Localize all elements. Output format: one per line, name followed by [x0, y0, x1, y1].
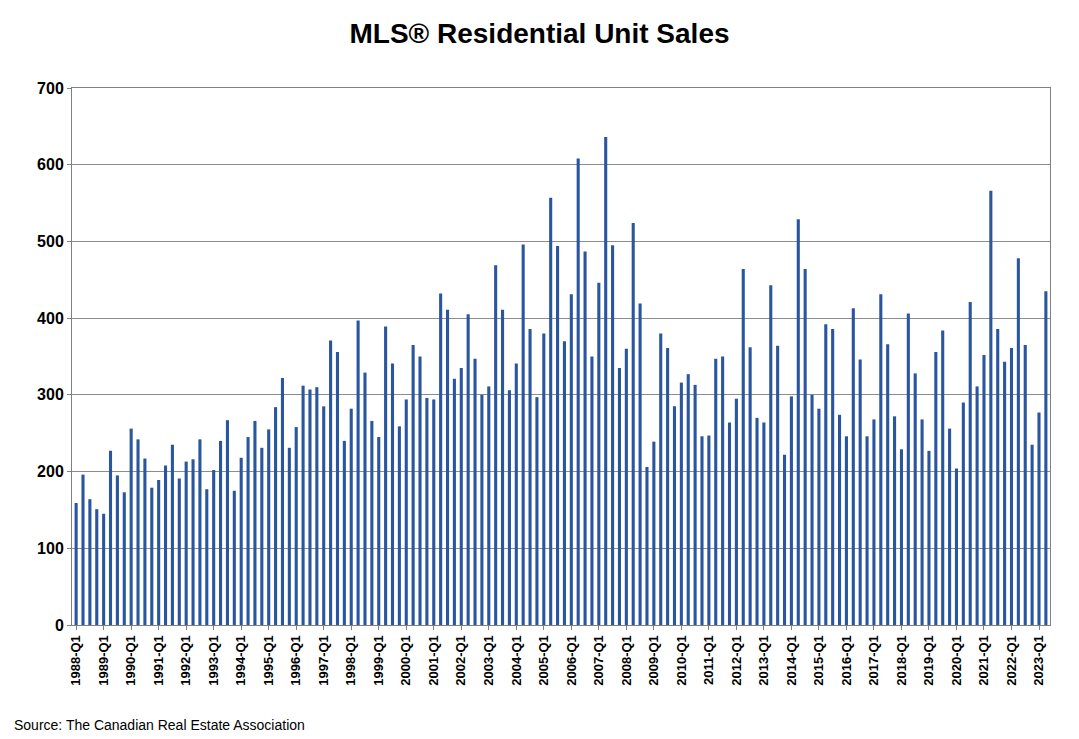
svg-text:200: 200	[37, 463, 64, 480]
svg-text:0: 0	[55, 617, 64, 634]
svg-text:700: 700	[37, 80, 64, 97]
svg-text:2007-Q1: 2007-Q1	[591, 635, 606, 686]
svg-text:2016-Q1: 2016-Q1	[839, 635, 854, 686]
svg-text:2009-Q1: 2009-Q1	[646, 635, 661, 686]
svg-text:2023-Q1: 2023-Q1	[1031, 635, 1046, 686]
svg-text:2015-Q1: 2015-Q1	[811, 635, 826, 686]
svg-text:1999-Q1: 1999-Q1	[371, 635, 386, 686]
svg-text:1998-Q1: 1998-Q1	[343, 635, 358, 686]
svg-text:2013-Q1: 2013-Q1	[756, 635, 771, 686]
svg-text:1995-Q1: 1995-Q1	[261, 635, 276, 686]
svg-text:2019-Q1: 2019-Q1	[921, 635, 936, 686]
svg-text:500: 500	[37, 233, 64, 250]
svg-text:2005-Q1: 2005-Q1	[536, 635, 551, 686]
svg-text:Source: The Canadian Real Esta: Source: The Canadian Real Estate Associa…	[14, 717, 305, 733]
svg-text:300: 300	[37, 386, 64, 403]
svg-text:2020-Q1: 2020-Q1	[949, 635, 964, 686]
svg-text:2002-Q1: 2002-Q1	[453, 635, 468, 686]
svg-text:100: 100	[37, 540, 64, 557]
svg-text:600: 600	[37, 156, 64, 173]
svg-text:1992-Q1: 1992-Q1	[178, 635, 193, 686]
svg-text:2001-Q1: 2001-Q1	[426, 635, 441, 686]
svg-text:2003-Q1: 2003-Q1	[481, 635, 496, 686]
svg-text:2000-Q1: 2000-Q1	[398, 635, 413, 686]
svg-text:2010-Q1: 2010-Q1	[674, 635, 689, 686]
svg-text:2018-Q1: 2018-Q1	[894, 635, 909, 686]
svg-text:1991-Q1: 1991-Q1	[151, 635, 166, 686]
svg-text:2021-Q1: 2021-Q1	[976, 635, 991, 686]
svg-text:2006-Q1: 2006-Q1	[564, 635, 579, 686]
svg-text:400: 400	[37, 310, 64, 327]
svg-text:2017-Q1: 2017-Q1	[866, 635, 881, 686]
svg-text:1997-Q1: 1997-Q1	[316, 635, 331, 686]
svg-text:1993-Q1: 1993-Q1	[206, 635, 221, 686]
svg-text:1989-Q1: 1989-Q1	[96, 635, 111, 686]
svg-text:2012-Q1: 2012-Q1	[729, 635, 744, 686]
svg-text:1994-Q1: 1994-Q1	[233, 635, 248, 686]
svg-text:2008-Q1: 2008-Q1	[619, 635, 634, 686]
svg-text:2004-Q1: 2004-Q1	[509, 635, 524, 686]
svg-text:1996-Q1: 1996-Q1	[288, 635, 303, 686]
svg-text:1988-Q1: 1988-Q1	[68, 635, 83, 686]
svg-text:MLS® Residential Unit Sales: MLS® Residential Unit Sales	[349, 18, 729, 49]
svg-text:2022-Q1: 2022-Q1	[1004, 635, 1019, 686]
svg-text:1990-Q1: 1990-Q1	[123, 635, 138, 686]
svg-text:2014-Q1: 2014-Q1	[784, 635, 799, 686]
svg-text:2011-Q1: 2011-Q1	[701, 635, 716, 685]
